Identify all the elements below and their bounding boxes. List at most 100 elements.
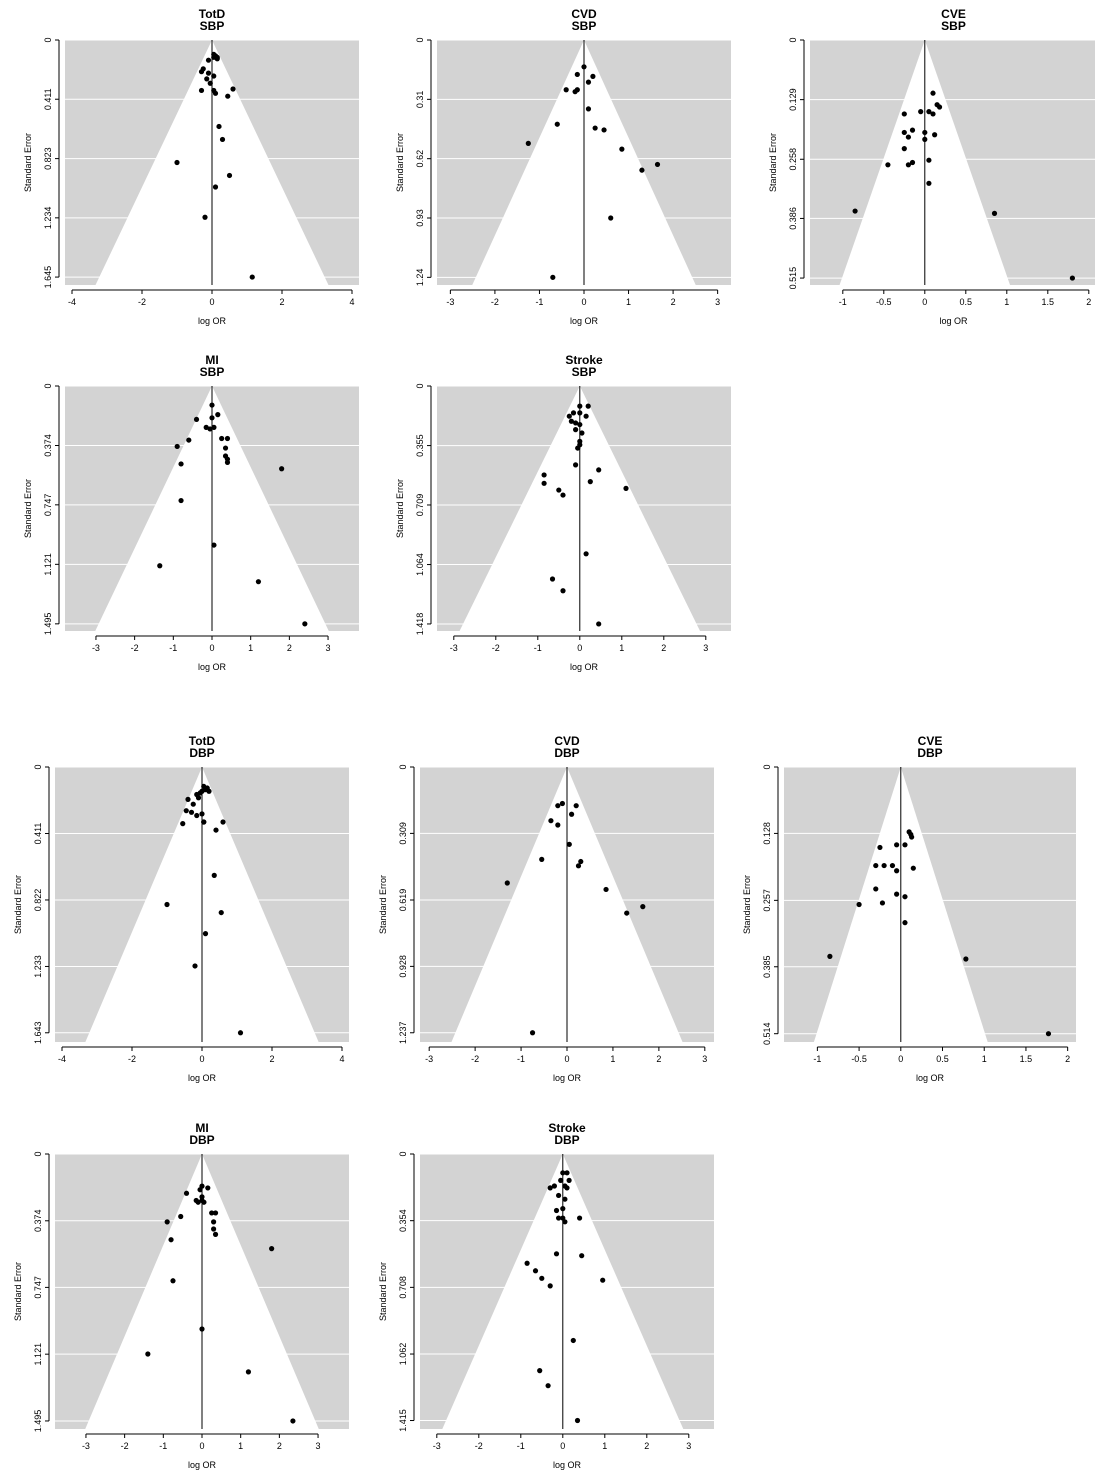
y-tick-label: 0 [398, 764, 408, 769]
data-point [905, 162, 912, 168]
chart-title: TotD [199, 7, 226, 21]
data-point [170, 1278, 176, 1284]
data-point [902, 842, 908, 848]
data-point [592, 125, 598, 131]
data-point [623, 485, 629, 491]
data-point [209, 415, 215, 421]
y-tick-label: 1.062 [398, 1343, 408, 1366]
x-tick-label: 2 [656, 1054, 661, 1064]
data-point [209, 402, 215, 408]
data-point [566, 1177, 572, 1183]
data-point [190, 801, 196, 807]
data-point [249, 274, 255, 280]
data-point [881, 862, 887, 869]
x-tick-label: -3 [446, 297, 454, 307]
x-tick-label: 0 [199, 1441, 204, 1451]
x-tick-label: -2 [471, 1054, 479, 1064]
chart-subtitle: DBP [189, 746, 214, 760]
data-point [205, 57, 212, 63]
data-point [640, 904, 646, 910]
data-point [532, 1268, 539, 1274]
data-point [212, 1231, 219, 1237]
y-tick-label: 0.129 [788, 88, 798, 111]
data-point [587, 479, 593, 485]
x-tick-label: 0 [209, 643, 214, 653]
x-tick-label: -3 [92, 643, 100, 653]
y-tick-label: 0 [415, 37, 425, 42]
data-point [624, 910, 630, 916]
data-point [211, 73, 217, 79]
data-point [212, 90, 219, 96]
y-tick-label: 1.495 [33, 1410, 43, 1433]
x-tick-label: 0 [898, 1054, 903, 1064]
y-tick-label: 0.374 [33, 1210, 43, 1233]
data-point [905, 134, 912, 140]
x-axis-label: log OR [916, 1073, 945, 1083]
x-tick-label: 2 [279, 297, 284, 307]
data-point [547, 1283, 553, 1289]
data-point [583, 551, 589, 557]
data-point [529, 1030, 536, 1036]
data-point [178, 497, 184, 504]
x-tick-label: -2 [138, 297, 146, 307]
y-tick-label: 0.619 [398, 889, 408, 912]
x-axis-label: log OR [570, 316, 599, 326]
data-point [579, 1253, 585, 1259]
data-point [174, 443, 180, 450]
chart-subtitle: DBP [554, 746, 579, 760]
y-axis-label: Standard Error [23, 133, 33, 192]
data-point [603, 886, 609, 893]
data-point [204, 76, 210, 82]
data-point [566, 413, 572, 419]
y-tick-label: 1.24 [415, 269, 425, 287]
y-tick-label: 0.515 [788, 267, 798, 290]
data-point [590, 73, 596, 79]
data-point [178, 1213, 184, 1220]
data-point [545, 1383, 551, 1389]
funnel-panel-3: 0 0.374 0.747 1.121 1.495 -3 -2 -1 0 1 2 3 log OR Sta… [23, 353, 359, 672]
chart-subtitle: SBP [200, 365, 225, 379]
data-point [600, 1277, 606, 1283]
data-point [575, 863, 582, 869]
y-tick-label: 0.258 [788, 148, 798, 171]
y-tick-label: 1.121 [43, 553, 53, 576]
x-tick-label: 1.5 [1042, 297, 1055, 307]
y-tick-label: 0.93 [415, 209, 425, 227]
data-point [224, 435, 231, 442]
funnel-panel-5: 0 0.411 0.822 1.233 1.643 -4 -2 0 2 4 log OR Standa… [13, 734, 349, 1083]
x-tick-label: 0.5 [960, 297, 973, 307]
y-axis-label: Standard Error [13, 875, 23, 934]
x-axis-label: log OR [939, 316, 968, 326]
data-point [180, 821, 186, 827]
data-point [560, 1206, 566, 1212]
data-point [570, 410, 577, 416]
chart-title: Stroke [565, 353, 603, 367]
x-axis-label: log OR [198, 662, 227, 672]
y-tick-label: 0.62 [415, 150, 425, 168]
data-point [574, 71, 580, 78]
data-point [198, 69, 205, 75]
chart-subtitle: DBP [189, 1133, 214, 1147]
data-point [206, 788, 212, 794]
data-point [183, 808, 189, 814]
x-tick-label: 2 [269, 1054, 274, 1064]
data-point [932, 132, 938, 138]
chart-subtitle: SBP [200, 19, 225, 33]
data-point [902, 920, 908, 926]
data-point [585, 403, 591, 409]
y-tick-label: 1.237 [398, 1021, 408, 1044]
x-tick-label: 1.5 [1020, 1054, 1033, 1064]
y-tick-label: 0.823 [43, 147, 53, 170]
y-tick-label: 0.385 [762, 955, 772, 978]
y-tick-label: 0 [33, 764, 43, 769]
y-tick-label: 1.234 [43, 207, 53, 230]
data-point [894, 842, 900, 848]
data-point [585, 79, 592, 85]
x-tick-label: 3 [326, 643, 331, 653]
data-point [608, 215, 614, 221]
data-point [827, 953, 833, 959]
data-point [877, 844, 883, 851]
x-tick-label: -1 [517, 1054, 525, 1064]
data-point [547, 1185, 553, 1191]
